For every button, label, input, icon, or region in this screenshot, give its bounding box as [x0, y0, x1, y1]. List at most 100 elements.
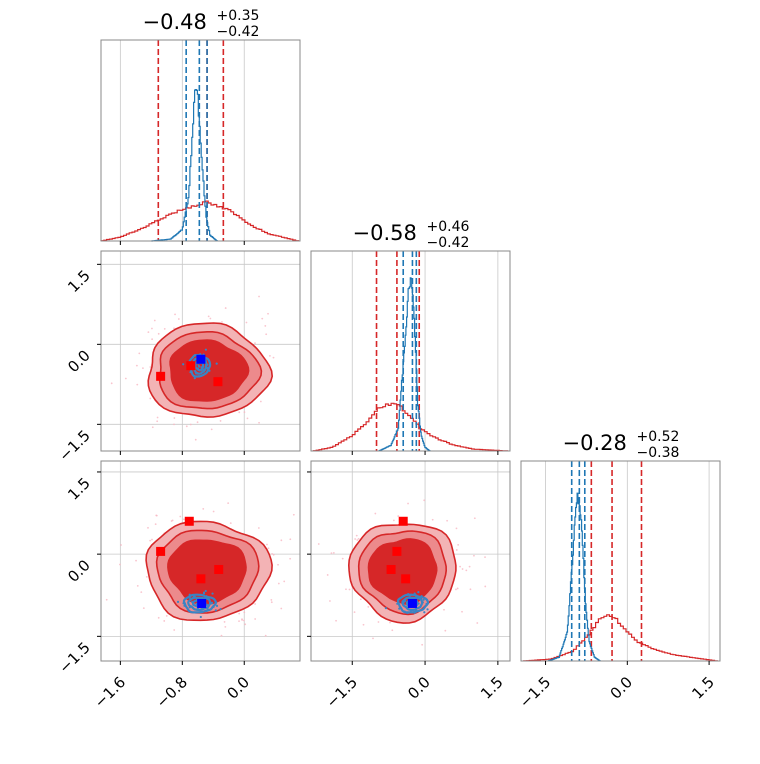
scatter-sample-point — [147, 526, 149, 529]
scatter-sample-point — [461, 568, 464, 570]
scatter-sample-point — [264, 325, 267, 327]
blue-sample-point — [384, 607, 388, 610]
blue-sample-point — [202, 368, 205, 371]
scatter-sample-point — [142, 607, 145, 610]
scatter-sample-point — [202, 507, 205, 510]
scatter-sample-point — [266, 543, 268, 546]
scatter-sample-point — [259, 400, 262, 403]
scatter-sample-point — [484, 585, 487, 588]
blue-sample-point — [202, 592, 206, 595]
scatter-sample-point — [105, 598, 108, 601]
blue-sample-point — [214, 601, 218, 604]
scatter-sample-point — [459, 565, 461, 568]
scatter-sample-point — [223, 621, 226, 623]
blue-sample-point — [202, 373, 205, 377]
scatter-sample-point — [461, 610, 463, 613]
blue-sample-point — [413, 592, 416, 595]
panel-title-median: −0.58 — [353, 221, 417, 245]
red-histogram — [312, 402, 509, 452]
marker-red — [401, 574, 411, 584]
blue-histogram — [378, 277, 431, 452]
scatter-sample-point — [229, 522, 232, 525]
scatter-sample-point — [457, 543, 460, 546]
blue-sample-point — [426, 608, 429, 611]
scatter-sample-point — [136, 383, 139, 386]
blue-sample-point — [188, 596, 192, 600]
scatter-sample-point — [397, 515, 400, 517]
scatter-sample-point — [469, 588, 472, 591]
scatter-sample-point — [455, 588, 457, 591]
panel-frame — [310, 250, 511, 452]
scatter-sample-point — [330, 552, 333, 555]
truth-marker-blue — [196, 354, 206, 364]
scatter-sample-point — [283, 580, 286, 583]
scatter-sample-point — [157, 332, 160, 335]
scatter-sample-point — [335, 619, 337, 622]
scatter-sample-point — [224, 307, 227, 309]
scatter-sample-point — [151, 338, 154, 341]
marker-red — [196, 574, 206, 584]
scatter-sample-point — [238, 620, 240, 623]
blue-sample-point — [403, 600, 406, 603]
blue-sample-point — [422, 598, 425, 601]
blue-sample-point — [204, 589, 207, 593]
x-tick-label: 1.5 — [477, 673, 507, 703]
blue-sample-point — [410, 593, 413, 596]
truth-marker-blue — [197, 598, 207, 608]
scatter-sample-point — [136, 584, 139, 587]
scatter-sample-point — [151, 426, 154, 429]
scatter-sample-point — [135, 364, 138, 367]
scatter-sample-point — [238, 411, 241, 414]
scatter-sample-point — [120, 544, 122, 546]
scatter-sample-point — [280, 607, 283, 610]
panel-frame — [100, 39, 301, 242]
scatter-sample-point — [149, 397, 152, 400]
scatter-sample-point — [241, 618, 243, 621]
scatter-sample-point — [473, 554, 475, 557]
scatter-sample-point — [473, 517, 476, 520]
scatter-sample-point — [173, 629, 176, 631]
blue-contour-level-2 — [187, 596, 212, 612]
blue-contour-level-1 — [396, 593, 430, 614]
y-tick-label: −1.5 — [55, 426, 93, 464]
blue-sample-point — [406, 611, 409, 615]
scatter-sample-point — [173, 423, 175, 426]
blue-sample-point — [199, 615, 202, 619]
blue-sample-point — [417, 602, 420, 605]
scatter-sample-point — [456, 587, 459, 590]
scatter-sample-point — [212, 510, 215, 513]
panel-title-median: −0.48 — [143, 10, 207, 34]
scatter-sample-point — [446, 519, 449, 522]
blue-sample-point — [188, 606, 191, 609]
blue-sample-point — [196, 371, 199, 375]
blue-sample-point — [197, 375, 201, 378]
scatter-sample-point — [484, 556, 486, 559]
marker-red — [214, 564, 224, 574]
blue-sample-point — [191, 600, 194, 603]
marker-red — [213, 377, 223, 387]
scatter-sample-point — [348, 588, 351, 591]
scatter-sample-point — [254, 618, 257, 620]
blue-sample-point — [425, 598, 429, 602]
red-histogram — [523, 614, 718, 662]
scatter-sample-point — [267, 547, 270, 550]
scatter-sample-point — [153, 319, 156, 322]
scatter-sample-point — [179, 515, 182, 518]
blue-sample-point — [182, 363, 185, 366]
scatter-sample-point — [270, 599, 273, 601]
scatter-sample-point — [455, 549, 458, 551]
scatter-sample-point — [374, 512, 377, 515]
blue-sample-point — [413, 611, 416, 614]
blue-sample-point — [206, 609, 209, 612]
blue-histogram — [151, 89, 218, 242]
scatter-sample-point — [243, 411, 246, 414]
blue-sample-point — [398, 607, 401, 610]
blue-sample-point — [409, 609, 413, 612]
scatter-sample-point — [155, 514, 158, 517]
marker-red — [186, 361, 196, 371]
blue-sample-point — [402, 602, 405, 605]
blue-sample-point — [404, 605, 407, 609]
scatter-sample-point — [254, 342, 256, 345]
blue-sample-point — [200, 368, 203, 371]
scatter-sample-point — [272, 553, 275, 556]
